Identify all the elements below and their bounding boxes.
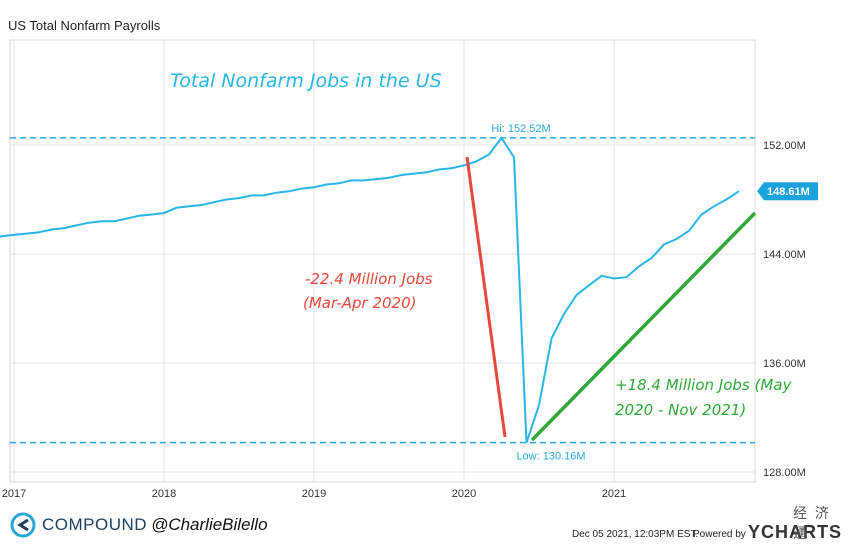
author-handle: @CharlieBilello	[151, 515, 268, 534]
y-tick-label: 136.00M	[763, 358, 806, 370]
recovery-annotation-line1: +18.4 Million Jobs (May	[615, 376, 792, 394]
x-tick-label: 2017	[2, 488, 26, 500]
chart-subtitle: Total Nonfarm Jobs in the US	[170, 70, 442, 92]
ycharts-logo: YCHARTS	[748, 522, 843, 542]
watermark-text: 经 济 通	[793, 505, 831, 541]
low-label: Low: 130.16M	[516, 451, 585, 463]
payrolls-series-line	[0, 136, 740, 443]
x-tick-label: 2020	[452, 488, 476, 500]
timestamp: Dec 05 2021, 12:03PM EST.	[572, 529, 699, 540]
x-tick-label: 2021	[602, 488, 626, 500]
x-tick-label: 2018	[152, 488, 176, 500]
x-tick-label: 2019	[302, 488, 326, 500]
chart-title: US Total Nonfarm Payrolls	[8, 18, 161, 33]
last-value-badge	[757, 182, 818, 201]
powered-by-label: Powered by	[693, 529, 746, 540]
decline-annotation-line1: -22.4 Million Jobs	[305, 270, 433, 288]
recovery-arrow-line	[530, 211, 757, 442]
y-tick-label: 152.00M	[763, 140, 806, 152]
high-label: Hi: 152.52M	[491, 123, 550, 135]
decline-arrow-line	[465, 156, 507, 438]
recovery-annotation-line2: 2020 - Nov 2021)	[615, 401, 746, 419]
plot-frame	[9, 39, 756, 483]
compound-brand-text: COMPOUND	[42, 515, 148, 534]
compound-branding: COMPOUND @CharlieBilello	[10, 510, 268, 540]
decline-annotation-line2: (Mar-Apr 2020)	[303, 294, 417, 312]
compound-logo-icon	[10, 512, 36, 538]
last-value-label: 148.61M	[767, 186, 810, 198]
y-tick-label: 144.00M	[763, 249, 806, 261]
y-tick-label: 128.00M	[763, 467, 806, 479]
